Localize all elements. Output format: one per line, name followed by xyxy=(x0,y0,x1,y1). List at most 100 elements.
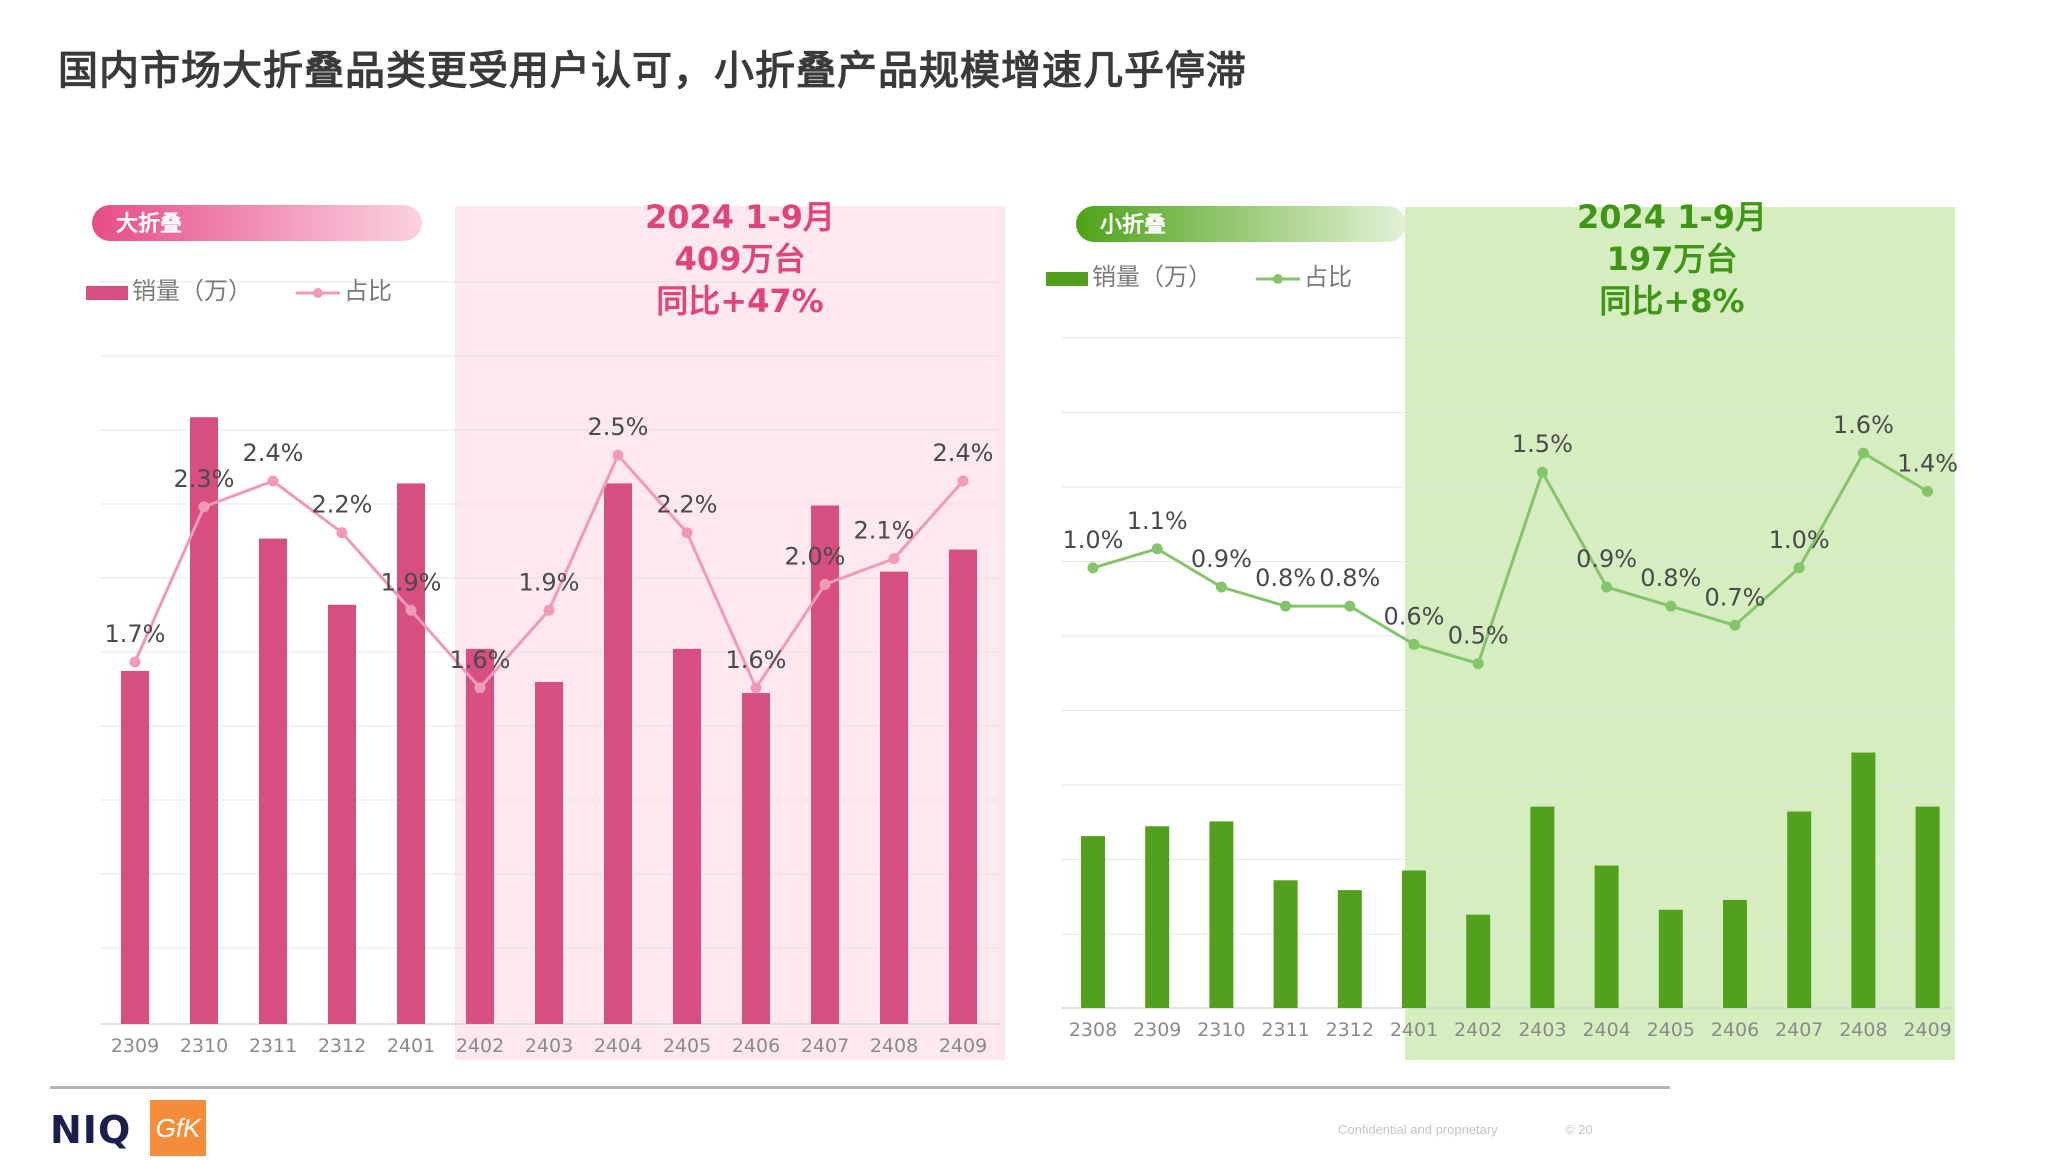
share-point-2405 xyxy=(1665,600,1677,612)
share-label-2311: 0.8% xyxy=(1255,564,1316,592)
bar-2408 xyxy=(1851,752,1876,1008)
share-point-2406 xyxy=(1729,619,1741,631)
share-point-2309 xyxy=(1151,543,1163,555)
share-point-2308 xyxy=(1087,562,1099,574)
share-point-2406 xyxy=(750,682,762,694)
copyright-note: © 20 xyxy=(1565,1122,1593,1137)
bar-2404 xyxy=(1594,865,1619,1008)
page-title: 国内市场大折叠品类更受用户认可，小折叠产品规模增速几乎停滞 xyxy=(58,48,1247,94)
share-point-2309 xyxy=(129,656,141,668)
bar-2401 xyxy=(1402,870,1426,1008)
chart-title-pill xyxy=(92,205,422,241)
share-label-2406: 0.7% xyxy=(1705,583,1766,611)
share-label-2308: 1.0% xyxy=(1063,526,1124,554)
share-line xyxy=(1092,451,1929,666)
bar-2312 xyxy=(1337,890,1362,1008)
bar-2407 xyxy=(811,505,839,1024)
x-tick-2310: 2310 xyxy=(180,1035,228,1057)
share-label-2405: 2.2% xyxy=(657,491,718,519)
x-tick-2408: 2408 xyxy=(1839,1019,1887,1041)
legend-line-label: 占比 xyxy=(344,277,392,305)
legend-bar-label: 销量（万） xyxy=(132,277,252,305)
x-tick-2311: 2311 xyxy=(249,1035,297,1057)
bar-2312 xyxy=(328,604,356,1024)
share-point-2312 xyxy=(336,527,348,539)
footer-divider xyxy=(50,1086,1670,1089)
bar-2404 xyxy=(604,483,632,1025)
share-point-2408 xyxy=(1857,447,1869,459)
share-point-2401 xyxy=(405,604,417,616)
bar-2407 xyxy=(1787,811,1812,1008)
share-label-2401: 0.6% xyxy=(1384,602,1445,630)
share-label-2407: 2.0% xyxy=(785,542,846,570)
bar-2405 xyxy=(673,648,701,1024)
share-label-2408: 1.6% xyxy=(1833,411,1894,439)
share-label-2309: 1.1% xyxy=(1127,507,1188,535)
legend-line-marker xyxy=(1273,274,1283,284)
gfk-logo: GfK xyxy=(150,1100,206,1156)
x-tick-2401: 2401 xyxy=(1390,1019,1438,1041)
share-label-2311: 2.4% xyxy=(243,439,304,467)
confidential-note: Confidential and proprietary xyxy=(1338,1122,1498,1137)
x-tick-2308: 2308 xyxy=(1069,1019,1117,1041)
bar-2408 xyxy=(880,571,908,1024)
bar-2406 xyxy=(742,693,770,1024)
share-point-2409 xyxy=(957,475,969,487)
share-point-2312 xyxy=(1344,600,1356,612)
legend-line-marker xyxy=(313,288,323,298)
legend-bar-swatch xyxy=(1046,272,1088,286)
legend-line-label: 占比 xyxy=(1304,263,1352,291)
chart-title-pill xyxy=(1076,206,1406,242)
share-point-2405 xyxy=(681,527,693,539)
bar-2310 xyxy=(1209,821,1234,1008)
bar-2309 xyxy=(121,670,149,1024)
chart-title: 小折叠 xyxy=(1100,213,1166,238)
legend-bar-swatch xyxy=(86,286,128,300)
x-tick-2405: 2405 xyxy=(663,1035,711,1057)
summary-line-2: 197万台 xyxy=(1607,240,1738,278)
x-tick-2409: 2409 xyxy=(939,1035,987,1057)
bar-2310 xyxy=(190,417,218,1024)
share-label-2403: 1.5% xyxy=(1512,430,1573,458)
bar-2401 xyxy=(397,483,425,1025)
share-label-2310: 2.3% xyxy=(174,465,235,493)
bar-2311 xyxy=(1273,880,1298,1008)
legend-bar-label: 销量（万） xyxy=(1092,263,1212,291)
x-tick-2406: 2406 xyxy=(1711,1019,1759,1041)
share-label-2402: 0.5% xyxy=(1448,622,1509,650)
x-tick-2402: 2402 xyxy=(1454,1019,1502,1041)
summary-line-1: 2024 1-9月 xyxy=(1577,198,1767,236)
x-tick-2402: 2402 xyxy=(456,1035,504,1057)
share-point-2311 xyxy=(1280,600,1292,612)
share-label-2402: 1.6% xyxy=(450,646,511,674)
share-label-2409: 2.4% xyxy=(933,439,994,467)
share-point-2310 xyxy=(1215,581,1227,593)
share-point-2310 xyxy=(198,501,210,513)
share-point-2403 xyxy=(1536,466,1548,478)
bar-2409 xyxy=(949,549,977,1024)
x-tick-2309: 2309 xyxy=(1133,1019,1181,1041)
share-label-2403: 1.9% xyxy=(519,568,580,596)
x-tick-2312: 2312 xyxy=(318,1035,366,1057)
x-tick-2401: 2401 xyxy=(387,1035,435,1057)
bar-2309 xyxy=(1145,826,1170,1008)
x-tick-2407: 2407 xyxy=(1775,1019,1823,1041)
bar-2406 xyxy=(1723,899,1747,1008)
x-tick-2311: 2311 xyxy=(1261,1019,1309,1041)
share-label-2309: 1.7% xyxy=(105,620,166,648)
bar-2402 xyxy=(1466,914,1491,1008)
share-label-2401: 1.9% xyxy=(381,568,442,596)
bar-2409 xyxy=(1915,806,1940,1008)
bar-2311 xyxy=(259,538,287,1024)
share-label-2312: 2.2% xyxy=(312,491,373,519)
x-tick-2310: 2310 xyxy=(1197,1019,1245,1041)
x-tick-2309: 2309 xyxy=(111,1035,159,1057)
x-tick-2409: 2409 xyxy=(1903,1019,1951,1041)
summary-line-2: 409万台 xyxy=(675,240,806,278)
share-point-2403 xyxy=(543,604,555,616)
share-point-2402 xyxy=(474,682,486,694)
summary-line-1: 2024 1-9月 xyxy=(645,198,835,236)
share-label-2407: 1.0% xyxy=(1769,526,1830,554)
share-point-2409 xyxy=(1922,485,1934,497)
